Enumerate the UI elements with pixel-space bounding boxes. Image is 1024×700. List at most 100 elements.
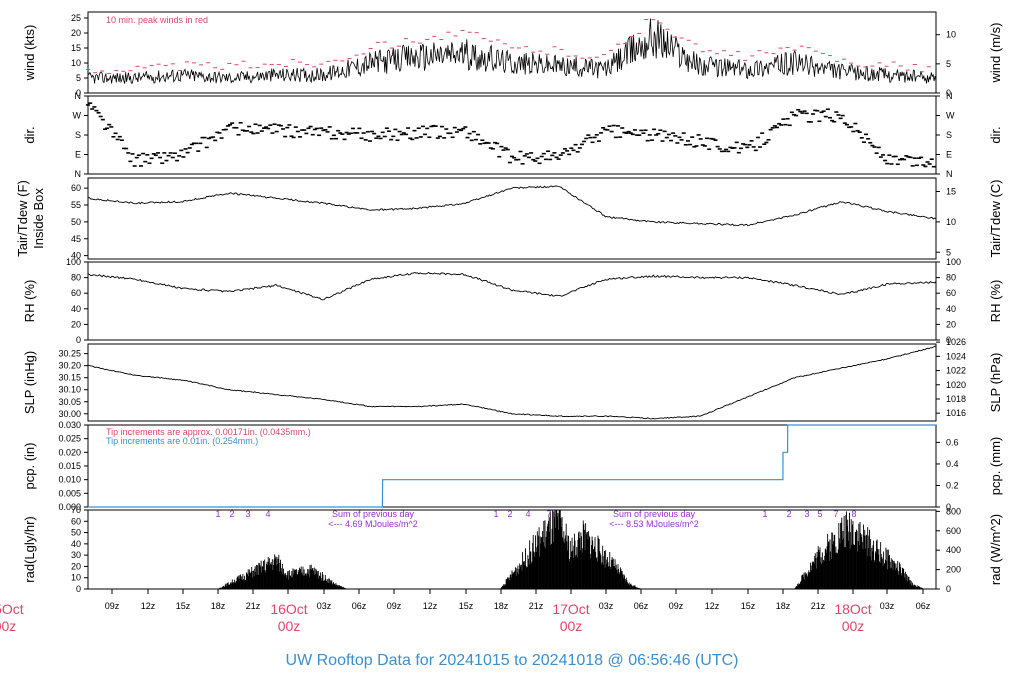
x-tick-label: 15z [176, 601, 191, 611]
left-tick-label: 10 [71, 573, 81, 583]
hour-marker: 5 [817, 509, 822, 519]
right-tick-label: 1026 [946, 337, 966, 347]
left-tick-label: 80 [71, 273, 81, 283]
left-tick-label: 0 [76, 335, 81, 345]
x-tick-label: 18z [494, 601, 509, 611]
left-tick-label: E [75, 150, 81, 160]
y-axis-label-right: Tair/Tdew (C) [988, 179, 1003, 257]
y-axis-label-right: SLP (hPa) [988, 353, 1003, 413]
right-tick-label: 5 [946, 247, 951, 257]
hour-marker: 1 [215, 509, 220, 519]
x-tick-label: 21z [811, 601, 826, 611]
x-tick-label: 15z [741, 601, 756, 611]
date-day-label: 18Oct [834, 601, 871, 617]
left-tick-label: 0.015 [58, 461, 81, 471]
y-axis-label-left: Inside Box [31, 188, 46, 249]
right-tick-label: N [946, 169, 953, 179]
right-tick-label: 0.4 [946, 459, 959, 469]
right-tick-label: 1020 [946, 380, 966, 390]
hour-marker: 7 [833, 509, 838, 519]
left-tick-label: N [75, 169, 82, 179]
right-tick-label: 10 [946, 217, 956, 227]
y-axis-label-right: wind (m/s) [988, 23, 1003, 84]
x-tick-label: 15z [459, 601, 474, 611]
chart-title: UW Rooftop Data for 20241015 to 20241018… [286, 652, 739, 669]
right-tick-label: 200 [946, 565, 961, 575]
hour-marker: 3 [804, 509, 809, 519]
x-tick-label: 18z [211, 601, 226, 611]
y-axis-label-left: RH (%) [22, 280, 37, 323]
left-tick-label: 0.010 [58, 475, 81, 485]
x-tick-label: 06z [916, 601, 931, 611]
left-tick-label: 30.10 [58, 385, 81, 395]
left-tick-label: 0.025 [58, 434, 81, 444]
date-day-label: 17Oct [552, 601, 589, 617]
left-tick-label: 50 [71, 217, 81, 227]
right-tick-label: 0 [946, 584, 951, 594]
left-tick-label: 45 [71, 234, 81, 244]
y-axis-label-right: pcp. (mm) [988, 437, 1003, 496]
series-line-relative_humidity [87, 271, 937, 301]
x-tick-label: 03z [317, 601, 332, 611]
left-tick-label: 30.20 [58, 361, 81, 371]
date-hour-label: 00z [842, 618, 865, 634]
right-tick-label: 0.2 [946, 480, 959, 490]
left-tick-label: N [75, 91, 82, 101]
left-tick-label: 40 [71, 251, 81, 261]
hour-marker: 2 [229, 509, 234, 519]
x-tick-label: 03z [599, 601, 614, 611]
left-tick-label: 25 [71, 13, 81, 23]
right-tick-label: 5 [946, 59, 951, 69]
date-day-label: 16Oct [270, 601, 307, 617]
right-tick-label: 40 [946, 304, 956, 314]
y-axis-label-left: Tair/Tdew (F) [15, 180, 30, 257]
hour-marker: 1 [493, 509, 498, 519]
left-tick-label: 5 [76, 73, 81, 83]
left-tick-label: 20 [71, 28, 81, 38]
left-tick-label: 30.15 [58, 373, 81, 383]
right-tick-label: 800 [946, 506, 961, 516]
tip-increment-note-red: Tip increments are approx. 0.00171in. (0… [106, 427, 311, 437]
series-line-sea_level_pressure [87, 345, 937, 420]
x-tick-label: 09z [387, 601, 402, 611]
x-tick-label: 06z [634, 601, 649, 611]
left-tick-label: 0 [76, 88, 81, 98]
panel-frame-relative_humidity [87, 261, 937, 341]
y-axis-label-left: rad(Lgly/hr) [22, 516, 37, 582]
right-tick-label: 600 [946, 526, 961, 536]
left-tick-label: 60 [71, 288, 81, 298]
right-tick-label: 400 [946, 545, 961, 555]
series-line-wind-speed [87, 18, 937, 84]
right-tick-label: 20 [946, 319, 956, 329]
date-day-label: 15Oct [0, 601, 24, 617]
right-tick-label: 0 [946, 335, 951, 345]
x-tick-label: 12z [141, 601, 156, 611]
left-tick-label: 10 [71, 58, 81, 68]
x-tick-label: 09z [105, 601, 120, 611]
right-tick-label: W [946, 111, 955, 121]
right-tick-label: 100 [946, 257, 961, 267]
tip-increment-note-blue: Tip increments are 0.01in. (0.254mm.) [106, 436, 258, 446]
right-tick-label: 10 [946, 30, 956, 40]
left-tick-label: 15 [71, 43, 81, 53]
left-tick-label: 55 [71, 200, 81, 210]
y-axis-label-right: dir. [988, 126, 1003, 143]
left-tick-label: S [75, 130, 81, 140]
left-tick-label: 0.020 [58, 447, 81, 457]
left-tick-label: 70 [71, 505, 81, 515]
left-tick-label: 30.25 [58, 349, 81, 359]
left-tick-label: 40 [71, 304, 81, 314]
daily-sum-label: Sum of previous day [332, 509, 415, 519]
y-axis-label-right: RH (%) [988, 280, 1003, 323]
x-tick-label: 21z [246, 601, 261, 611]
series-line-temperature [87, 185, 937, 227]
left-tick-label: 60 [71, 183, 81, 193]
y-axis-label-left: pcp. (in) [22, 443, 37, 490]
panel-frame-temperature [87, 177, 937, 260]
left-tick-label: 100 [66, 257, 81, 267]
y-axis-label-left: SLP (inHg) [22, 351, 37, 414]
left-tick-label: 0.005 [58, 488, 81, 498]
left-tick-label: 30.05 [58, 397, 81, 407]
left-tick-label: 30.00 [58, 409, 81, 419]
